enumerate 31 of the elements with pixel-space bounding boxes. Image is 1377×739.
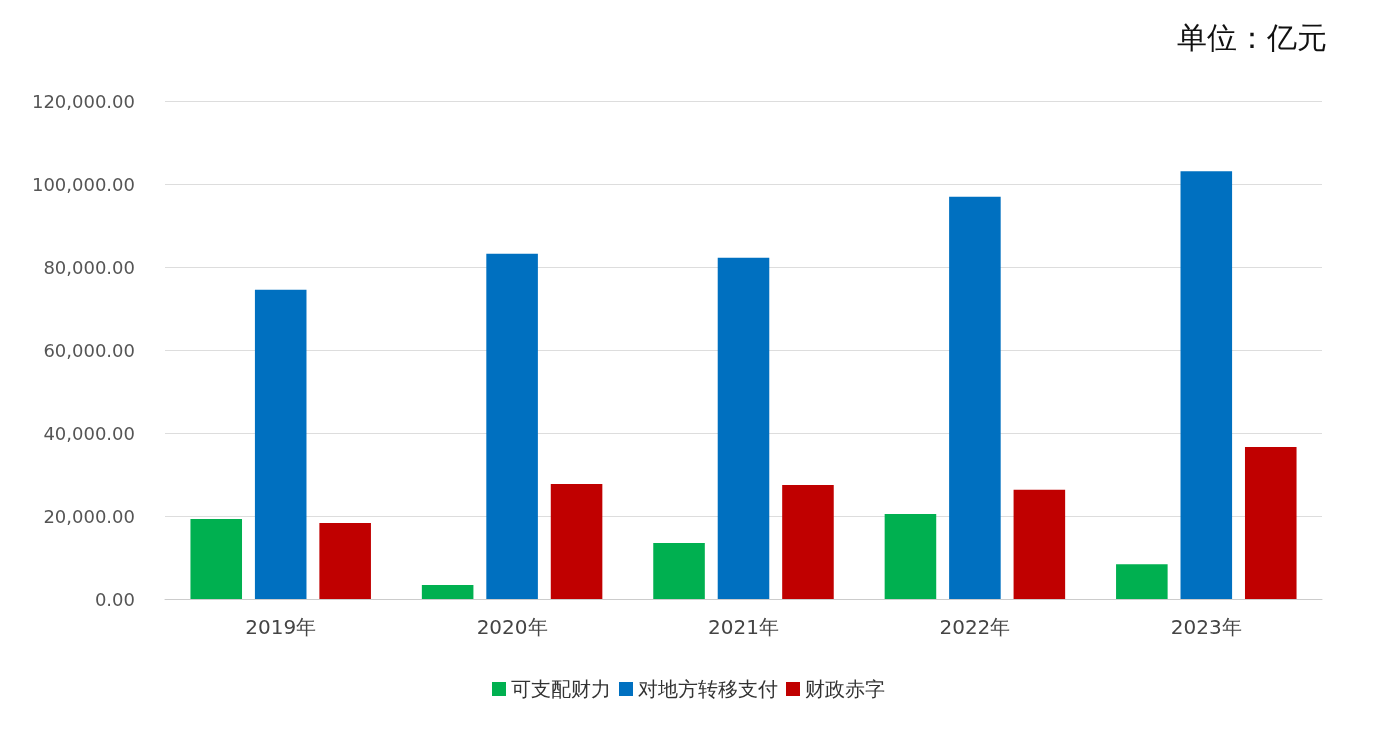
legend-label: 可支配财力 <box>511 677 611 701</box>
x-tick-label: 2022年 <box>939 615 1011 639</box>
bar <box>884 513 937 599</box>
bar <box>550 484 603 599</box>
y-tick-label: 60,000.00 <box>43 339 135 361</box>
bar <box>653 542 705 599</box>
bar <box>949 196 1001 599</box>
bar <box>319 523 371 599</box>
bar <box>1116 564 1168 599</box>
y-tick-label: 80,000.00 <box>43 256 135 278</box>
bar <box>1180 171 1233 599</box>
bar <box>421 584 474 599</box>
x-tick-label: 2023年 <box>1170 615 1242 639</box>
bar <box>190 518 243 599</box>
bar <box>1013 489 1066 599</box>
text: 单位：亿元 <box>1177 19 1327 55</box>
y-tick-label: 100,000.00 <box>31 173 135 195</box>
bar <box>254 289 307 599</box>
bar <box>486 253 538 599</box>
legend-label: 对地方转移支付 <box>638 677 778 701</box>
x-tick-label: 2019年 <box>245 615 317 639</box>
y-tick-label: 20,000.00 <box>43 505 135 527</box>
y-tick-label: 40,000.00 <box>43 422 135 444</box>
x-tick-label: 2020年 <box>476 615 548 639</box>
x-tick-label: 2021年 <box>708 615 779 639</box>
bar <box>782 484 834 599</box>
legend-label: 财政赤字 <box>805 677 885 701</box>
bar <box>717 257 770 599</box>
y-tick-label: 120,000.00 <box>31 90 135 112</box>
y-tick-label: 0.00 <box>94 588 135 610</box>
bar <box>1244 447 1297 599</box>
